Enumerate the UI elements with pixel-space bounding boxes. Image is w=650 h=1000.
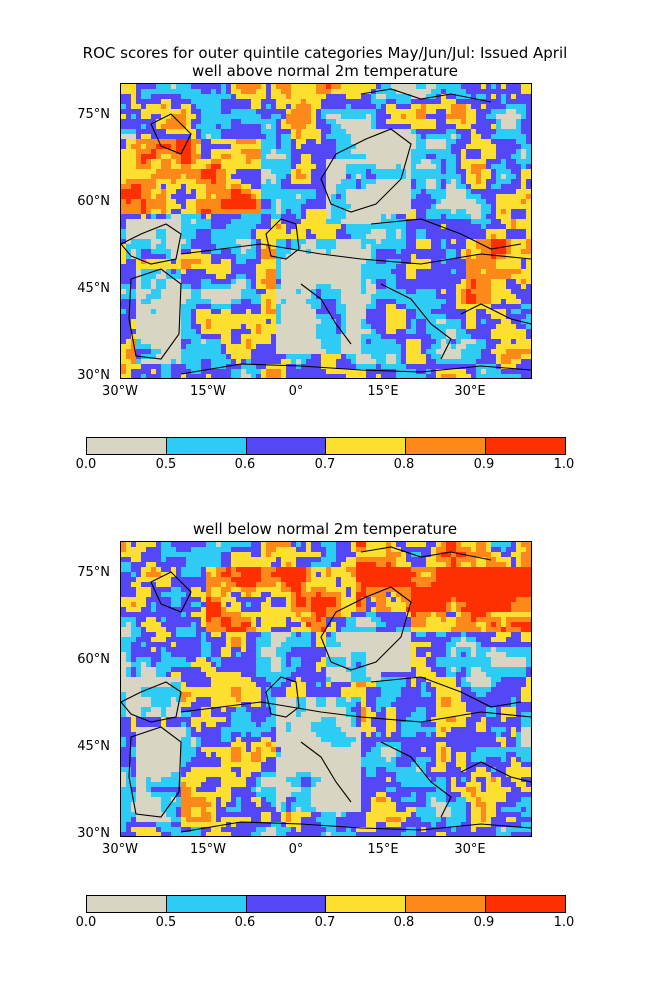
colorbar-2-segment [406, 896, 487, 912]
colorbar-1-tick: 0.5 [155, 457, 177, 472]
colorbar-2-segment [166, 896, 247, 912]
map1-lat-label-75: 75°N [77, 107, 110, 122]
colorbar-2-tick: 0.5 [155, 915, 177, 930]
map1-plot [120, 83, 532, 379]
map2-plot [120, 541, 532, 837]
map1-lat-label-60: 60°N [77, 194, 110, 209]
figure-title: ROC scores for outer quintile categories… [82, 44, 568, 62]
colorbar-1-tick: 0.7 [314, 457, 336, 472]
colorbar-2 [86, 895, 566, 913]
colorbar-2-segment [486, 896, 565, 912]
colorbar-1-segment [326, 438, 407, 454]
colorbar-2-tick: 0.9 [473, 915, 495, 930]
colorbar-2-segment [326, 896, 407, 912]
map2-lat-label-60: 60°N [77, 652, 110, 667]
colorbar-1-segment [87, 438, 167, 454]
map1-field [121, 84, 531, 378]
map1-lon-label-30w: 30°W [102, 384, 138, 399]
map2-lon-label-15e: 15°E [367, 842, 399, 857]
map2-lat-label-75: 75°N [77, 565, 110, 580]
colorbar-1-tick: 0.8 [393, 457, 415, 472]
map2-lon-label-30w: 30°W [102, 842, 138, 857]
colorbar-2-tick: 1.0 [553, 915, 575, 930]
map1-lon-label-30e: 30°E [454, 384, 486, 399]
colorbar-1-segment [406, 438, 487, 454]
colorbar-1-segment [486, 438, 565, 454]
map2-subtitle: well below normal 2m temperature [192, 520, 458, 538]
map2-lon-label-15w: 15°W [190, 842, 226, 857]
map1-subtitle: well above normal 2m temperature [192, 62, 458, 80]
colorbar-1-tick: 0.6 [234, 457, 256, 472]
colorbar-1-tick: 0.0 [75, 457, 97, 472]
colorbar-2-segment [246, 896, 327, 912]
map2-field [121, 542, 531, 836]
colorbar-1-tick: 1.0 [553, 457, 575, 472]
map1-lon-label-0: 0° [288, 384, 304, 399]
colorbar-1 [86, 437, 566, 455]
colorbar-2-tick: 0.7 [314, 915, 336, 930]
map2-lon-label-30e: 30°E [454, 842, 486, 857]
map1-lon-label-15e: 15°E [367, 384, 399, 399]
map1-lat-label-30: 30°N [77, 368, 110, 383]
colorbar-1-tick: 0.9 [473, 457, 495, 472]
colorbar-2-tick: 0.8 [393, 915, 415, 930]
colorbar-1-segment [246, 438, 327, 454]
map2-lat-label-30: 30°N [77, 826, 110, 841]
colorbar-2-tick: 0.0 [75, 915, 97, 930]
colorbar-2-tick: 0.6 [234, 915, 256, 930]
map1-lon-label-15w: 15°W [190, 384, 226, 399]
map1-lat-label-45: 45°N [77, 281, 110, 296]
map2-lon-label-0: 0° [288, 842, 304, 857]
colorbar-1-segment [166, 438, 247, 454]
colorbar-2-segment [87, 896, 167, 912]
map2-lat-label-45: 45°N [77, 739, 110, 754]
